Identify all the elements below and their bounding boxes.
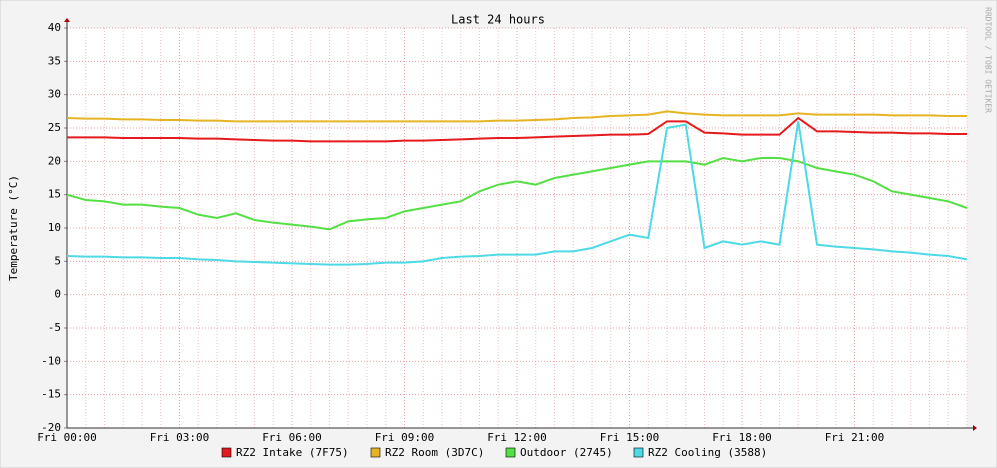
x-tick-label: Fri 12:00 [487, 431, 547, 444]
y-tick-label: 5 [54, 254, 61, 267]
x-tick-label: Fri 00:00 [37, 431, 97, 444]
chart-title: Last 24 hours [451, 13, 545, 27]
y-tick-label: -15 [41, 388, 61, 401]
series-line [66, 110, 967, 123]
legend-label: RZ2 Intake (7F75) [236, 446, 349, 459]
series-line [67, 116, 967, 143]
x-tick-label: Fri 03:00 [150, 431, 210, 444]
y-tick-label: -10 [41, 354, 61, 367]
x-tick-label: Fri 15:00 [600, 431, 660, 444]
x-tick-label: Fri 09:00 [375, 431, 435, 444]
y-tick-label: 0 [54, 288, 61, 301]
x-tick-label: Fri 18:00 [712, 431, 772, 444]
axis-arrow [973, 425, 977, 431]
series-line [66, 121, 968, 266]
y-axis-label: Temperature (°C) [7, 175, 20, 281]
y-tick-label: 35 [48, 54, 61, 67]
legend-swatch [633, 447, 644, 458]
legend-label: Outdoor (2745) [520, 446, 613, 459]
legend-label: RZ2 Room (3D7C) [385, 446, 484, 459]
series-line [66, 156, 968, 231]
axis-arrow [64, 18, 70, 22]
legend-label: RZ2 Cooling (3588) [648, 446, 767, 459]
y-tick-label: 30 [48, 88, 61, 101]
legend-swatch [505, 447, 516, 458]
watermark: RRDTOOL / TOBI OETIKER [984, 7, 993, 113]
legend-swatch [221, 447, 232, 458]
y-tick-label: 20 [48, 154, 61, 167]
x-tick-label: Fri 06:00 [262, 431, 322, 444]
y-tick-label: 25 [48, 121, 61, 134]
y-tick-label: 40 [48, 21, 61, 34]
y-tick-label: -5 [48, 321, 61, 334]
y-tick-label: 15 [48, 188, 61, 201]
y-tick-label: 10 [48, 221, 61, 234]
y-tick-label: -20 [41, 421, 61, 434]
legend-swatch [370, 447, 381, 458]
x-tick-label: Fri 21:00 [825, 431, 885, 444]
